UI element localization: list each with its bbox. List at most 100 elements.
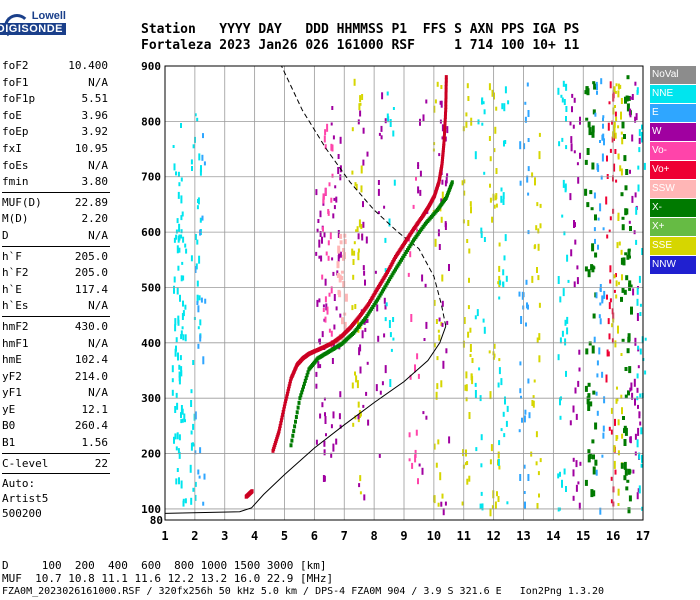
noise-echo <box>328 182 331 187</box>
noise-echo <box>610 407 613 414</box>
noise-echo <box>597 164 600 172</box>
noise-echo <box>180 123 182 128</box>
noise-echo <box>322 475 325 482</box>
noise-echo <box>637 488 640 493</box>
noise-echo <box>339 233 343 239</box>
noise-echo <box>536 267 538 273</box>
noise-echo <box>441 191 444 200</box>
noise-echo <box>576 265 579 270</box>
noise-echo <box>324 416 327 424</box>
param-key: yF2 <box>2 369 22 383</box>
noise-echo <box>613 289 616 293</box>
noise-echo <box>619 165 622 172</box>
legend-item: X- <box>650 199 696 217</box>
noise-echo <box>591 243 595 252</box>
noise-echo <box>631 134 634 142</box>
noise-echo <box>564 338 567 346</box>
noise-echo <box>196 280 199 287</box>
noise-echo <box>566 254 569 262</box>
noise-echo <box>637 365 640 369</box>
noise-echo <box>601 371 604 378</box>
noise-echo <box>175 392 178 398</box>
noise-echo <box>606 349 609 357</box>
noise-echo <box>635 239 638 245</box>
noise-echo <box>572 457 575 462</box>
legend-item: E <box>650 104 696 122</box>
noise-echo <box>527 138 530 142</box>
noise-echo <box>594 214 597 221</box>
noise-echo <box>317 361 320 369</box>
noise-echo <box>600 78 603 85</box>
noise-echo <box>357 233 360 240</box>
noise-echo <box>637 184 640 192</box>
noise-echo <box>316 228 319 233</box>
noise-echo <box>191 166 193 171</box>
noise-echo <box>448 264 450 271</box>
trace-point <box>281 410 285 414</box>
noise-echo <box>192 360 195 365</box>
noise-echo <box>339 424 342 429</box>
param-row: yF2 214.0 <box>2 369 110 386</box>
noise-echo <box>178 229 181 233</box>
noise-echo <box>591 162 595 170</box>
noise-echo <box>570 136 573 144</box>
noise-echo <box>502 281 505 288</box>
noise-echo <box>465 449 467 457</box>
x-tick-label: 2 <box>191 529 198 543</box>
auto-scaling-line: Auto: <box>2 477 36 491</box>
noise-echo <box>637 404 639 409</box>
x-tick-label: 12 <box>486 529 500 543</box>
noise-echo <box>174 433 177 440</box>
noise-echo <box>493 148 496 153</box>
noise-echo <box>173 276 176 283</box>
y-tick-label: 80 <box>150 514 163 527</box>
noise-echo <box>362 221 365 228</box>
noise-echo <box>610 499 613 504</box>
param-row: h`F 205.0 <box>2 249 110 266</box>
param-value: 117.4 <box>74 282 108 296</box>
noise-echo <box>625 169 629 175</box>
noise-echo <box>338 250 341 259</box>
noise-echo <box>586 396 590 405</box>
noise-echo <box>407 272 410 277</box>
noise-echo <box>571 93 574 98</box>
noise-echo <box>185 248 188 254</box>
noise-echo <box>173 237 176 243</box>
noise-echo <box>527 166 530 172</box>
noise-echo <box>357 401 360 408</box>
noise-echo <box>325 433 327 437</box>
noise-echo <box>521 417 523 423</box>
trace-point <box>290 438 294 443</box>
noise-echo <box>593 336 596 343</box>
noise-echo <box>585 348 589 355</box>
param-key: foF1p <box>2 92 36 106</box>
noise-echo <box>339 174 342 181</box>
noise-echo <box>588 453 592 459</box>
noise-echo <box>389 379 392 387</box>
trace-point <box>444 85 448 89</box>
noise-echo <box>498 465 501 470</box>
noise-echo <box>611 323 614 328</box>
noise-echo <box>442 508 445 516</box>
noise-echo <box>599 302 602 306</box>
noise-echo <box>636 439 639 448</box>
noise-echo <box>623 134 626 139</box>
noise-echo <box>600 175 603 180</box>
noise-echo <box>377 335 380 342</box>
noise-echo <box>414 364 416 373</box>
trace-point <box>441 157 444 161</box>
noise-echo <box>330 330 333 337</box>
noise-echo <box>324 412 326 417</box>
noise-echo <box>638 137 641 144</box>
noise-echo <box>561 97 564 103</box>
noise-echo <box>438 153 441 157</box>
y-tick-label: 200 <box>141 448 161 461</box>
noise-echo <box>617 325 619 334</box>
noise-echo <box>384 365 387 374</box>
noise-echo <box>467 220 470 226</box>
noise-echo <box>591 125 595 133</box>
noise-echo <box>584 188 588 196</box>
noise-echo <box>362 159 365 166</box>
noise-echo <box>623 425 627 430</box>
trace-point <box>444 78 448 83</box>
